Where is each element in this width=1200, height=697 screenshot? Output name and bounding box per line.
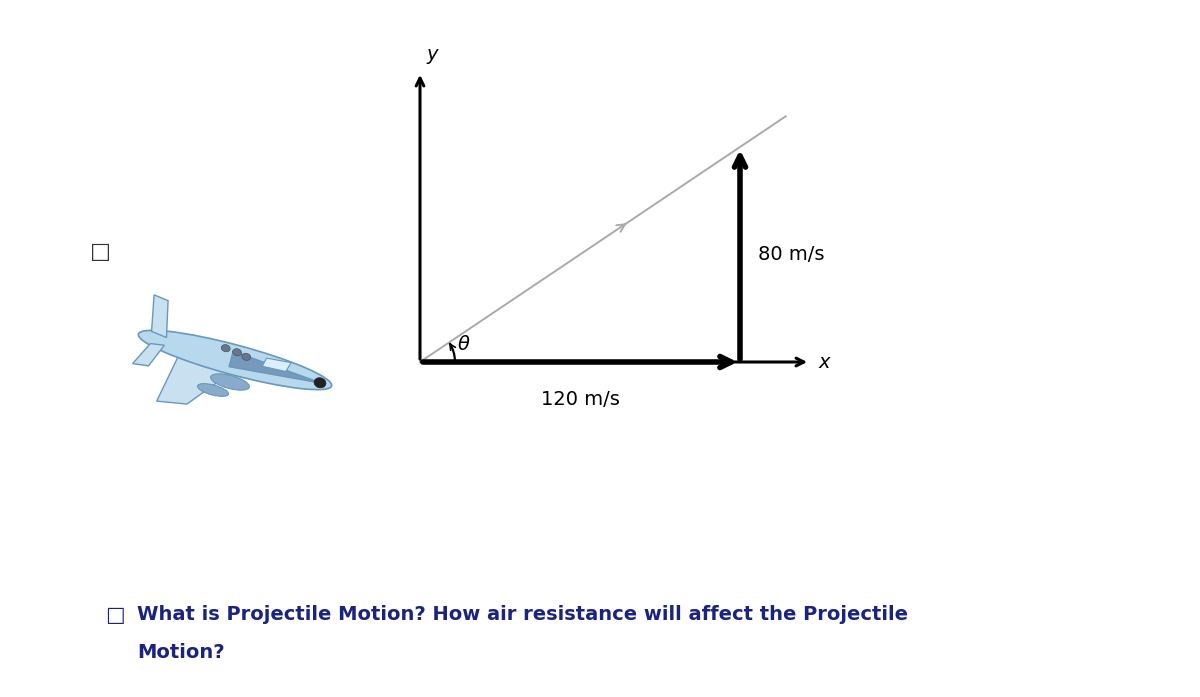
Text: x: x <box>818 353 829 372</box>
Polygon shape <box>263 358 292 372</box>
Polygon shape <box>157 353 260 404</box>
Polygon shape <box>151 295 168 337</box>
Polygon shape <box>229 351 322 383</box>
Text: □: □ <box>90 242 110 262</box>
Text: Motion?: Motion? <box>137 643 224 662</box>
Ellipse shape <box>221 344 230 352</box>
Ellipse shape <box>241 353 251 360</box>
Polygon shape <box>132 344 164 366</box>
Ellipse shape <box>314 378 326 388</box>
Text: y: y <box>426 45 438 64</box>
Text: 120 m/s: 120 m/s <box>540 390 619 409</box>
Text: 80 m/s: 80 m/s <box>758 245 824 264</box>
Text: □: □ <box>106 605 125 625</box>
Ellipse shape <box>233 348 241 356</box>
Ellipse shape <box>138 330 331 390</box>
Ellipse shape <box>198 383 228 397</box>
Text: θ: θ <box>457 335 469 353</box>
Text: What is Projectile Motion? How air resistance will affect the Projectile: What is Projectile Motion? How air resis… <box>137 605 908 624</box>
Ellipse shape <box>211 374 250 390</box>
